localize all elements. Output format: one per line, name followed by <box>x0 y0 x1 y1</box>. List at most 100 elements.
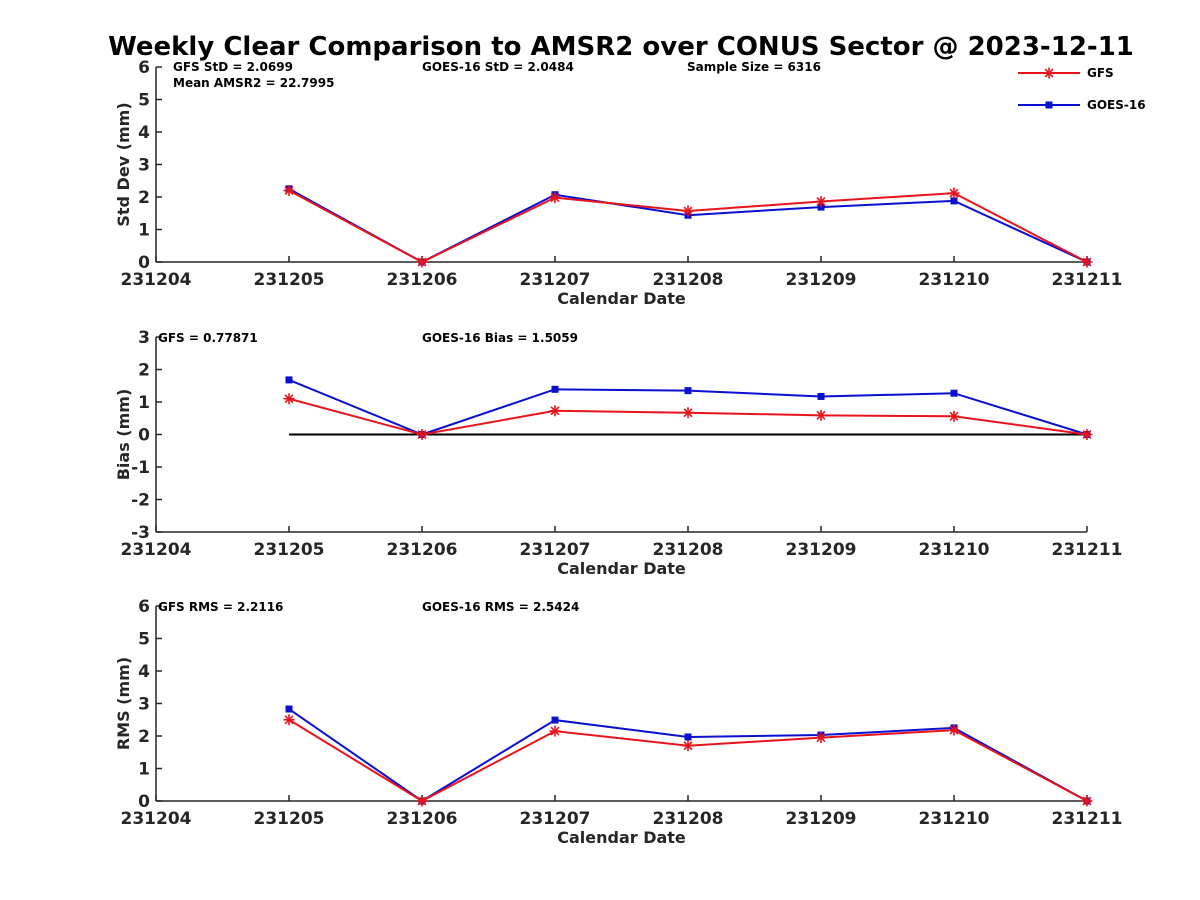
series-line-gfs <box>288 189 1088 264</box>
data-point-gfs <box>1081 256 1093 268</box>
y-axis-label: Bias (mm) <box>114 389 133 481</box>
x-tick-label: 231207 <box>520 809 591 829</box>
y-tick-label: 5 <box>138 630 150 650</box>
x-axis-label: Calendar Date <box>557 289 686 308</box>
data-point-gfs-stroke <box>284 715 294 725</box>
x-tick-label: 231205 <box>254 540 325 560</box>
data-point-gfs <box>549 725 561 737</box>
data-point-gfs-stroke <box>816 733 826 743</box>
y-axis-label: Std Dev (mm) <box>114 102 133 226</box>
legend-label-goes-16: GOES-16 <box>1087 98 1146 112</box>
y-tick-label: 1 <box>138 760 150 780</box>
x-tick-label: 231206 <box>387 540 458 560</box>
legend-marker-goes-16 <box>1045 101 1053 109</box>
data-point-gfs-stroke <box>284 394 294 404</box>
data-point-gfs <box>283 185 295 196</box>
data-point-gfs-stroke <box>550 726 560 736</box>
stat-annotation: GOES-16 StD = 2.0484 <box>422 60 574 74</box>
y-tick-label: 0 <box>138 792 150 812</box>
y-tick-label: 5 <box>138 91 150 111</box>
y-tick-label: 1 <box>138 221 150 241</box>
stat-annotation: GFS StD = 2.0699 <box>173 60 293 74</box>
data-point-gfs-stroke <box>550 193 560 203</box>
chart-panel-2: -3 -2 -1 0 1 2 3 231204 231205 231206 231207 231208… <box>114 328 1122 578</box>
x-tick-label: 231210 <box>919 270 990 290</box>
data-point-gfs <box>815 196 827 208</box>
chart-panel-1: 0 1 2 3 4 5 6 231204 231205 231206 231207 231208 231… <box>114 58 1122 308</box>
data-point-gfs-stroke <box>1082 796 1092 806</box>
data-point-goes-16 <box>285 376 293 384</box>
data-point-gfs <box>549 405 561 417</box>
data-point-gfs <box>815 732 827 744</box>
data-point-gfs <box>815 409 827 421</box>
data-point-goes-16 <box>950 389 958 397</box>
x-tick-label: 231208 <box>653 270 724 290</box>
data-point-gfs <box>1081 795 1093 807</box>
x-tick-label: 231207 <box>520 540 591 560</box>
x-tick-label: 231204 <box>121 809 192 829</box>
y-tick-label: 2 <box>138 361 150 381</box>
stat-annotation: Mean AMSR2 = 22.7995 <box>173 76 334 90</box>
data-point-goes-16 <box>285 705 293 713</box>
data-point-gfs <box>682 205 694 217</box>
x-tick-label: 231209 <box>786 540 857 560</box>
data-point-goes-16 <box>684 387 692 395</box>
data-point-gfs-stroke <box>417 796 427 806</box>
data-point-gfs <box>948 187 960 199</box>
stat-annotation: GOES-16 RMS = 2.5424 <box>422 600 579 614</box>
data-point-gfs-stroke <box>816 410 826 420</box>
y-tick-label: 4 <box>138 123 150 143</box>
stat-annotation: Sample Size = 6316 <box>687 60 821 74</box>
y-tick-label: -3 <box>131 523 150 543</box>
y-tick-label: 2 <box>138 727 150 747</box>
x-tick-label: 231211 <box>1052 540 1123 560</box>
data-point-gfs-stroke <box>1082 429 1092 440</box>
data-point-gfs <box>283 393 295 405</box>
y-axis-label: RMS (mm) <box>114 657 133 750</box>
x-tick-label: 231209 <box>786 809 857 829</box>
data-point-gfs <box>682 740 694 752</box>
y-tick-label: 3 <box>138 156 150 176</box>
data-point-gfs <box>549 192 561 204</box>
legend-marker-gfs-stroke <box>1044 68 1054 78</box>
x-tick-label: 231206 <box>387 270 458 290</box>
data-point-gfs <box>283 714 295 726</box>
y-tick-label: 4 <box>138 662 150 682</box>
y-tick-label: 2 <box>138 188 150 208</box>
x-tick-label: 231210 <box>919 540 990 560</box>
data-point-goes-16 <box>817 392 825 400</box>
x-axis-label: Calendar Date <box>557 559 686 578</box>
x-tick-label: 231204 <box>121 540 192 560</box>
series-line-goes-16 <box>288 708 1088 803</box>
data-point-gfs <box>416 429 428 440</box>
x-tick-label: 231211 <box>1052 809 1123 829</box>
y-tick-label: 3 <box>138 328 150 348</box>
data-point-gfs-stroke <box>949 188 959 198</box>
y-tick-label: 0 <box>138 426 150 446</box>
data-point-goes-16 <box>551 716 559 724</box>
y-tick-label: 1 <box>138 393 150 413</box>
stat-annotation: GFS = 0.77871 <box>158 331 258 345</box>
chart-panel-3: 0 1 2 3 4 5 6 231204 231205 231206 231207 231208 231… <box>114 597 1122 847</box>
data-point-gfs-stroke <box>284 185 294 196</box>
y-tick-label: 6 <box>138 597 150 617</box>
data-point-gfs <box>948 410 960 422</box>
x-tick-label: 231208 <box>653 540 724 560</box>
x-tick-label: 231204 <box>121 270 192 290</box>
x-tick-label: 231209 <box>786 270 857 290</box>
data-point-gfs-stroke <box>949 725 959 735</box>
legend-label-gfs: GFS <box>1087 66 1114 80</box>
data-point-gfs-stroke <box>816 197 826 207</box>
data-point-gfs-stroke <box>550 406 560 416</box>
legend-marker-gfs <box>1043 67 1055 79</box>
x-axis-label: Calendar Date <box>557 828 686 847</box>
series-line-gfs <box>288 718 1088 803</box>
y-tick-label: -2 <box>131 491 150 511</box>
data-point-gfs <box>416 795 428 807</box>
chart-legend: GFS GOES-16 <box>1018 66 1146 112</box>
data-point-gfs-stroke <box>683 741 693 751</box>
data-point-gfs <box>416 256 428 268</box>
data-point-gfs-stroke <box>683 408 693 418</box>
